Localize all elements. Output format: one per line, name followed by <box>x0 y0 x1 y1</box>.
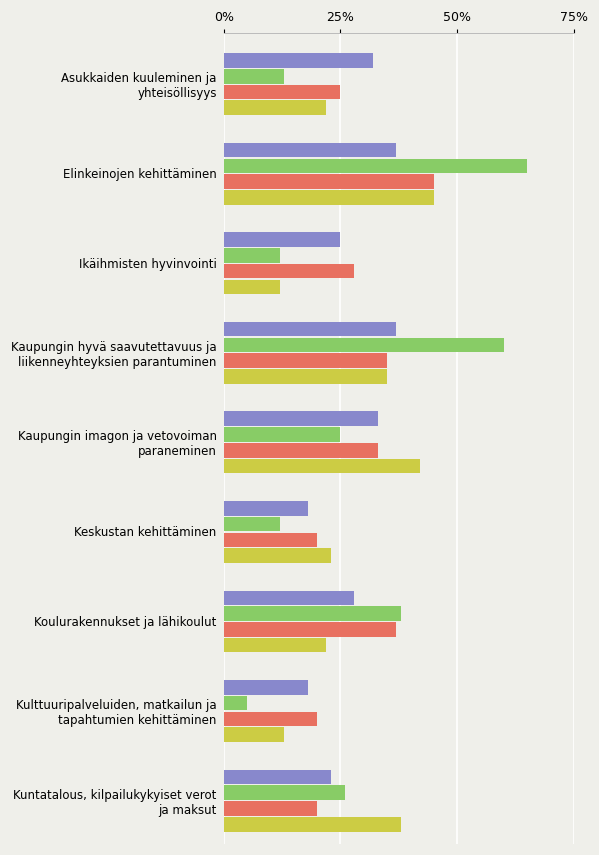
Bar <box>223 143 397 157</box>
Bar <box>223 801 317 816</box>
Bar <box>223 696 247 711</box>
Bar <box>223 158 527 174</box>
Bar <box>223 548 331 563</box>
Bar <box>223 591 355 605</box>
Bar <box>223 53 373 68</box>
Bar <box>223 85 340 99</box>
Bar <box>223 174 434 189</box>
Bar <box>223 353 387 368</box>
Bar <box>223 516 280 531</box>
Bar <box>223 638 326 652</box>
Bar <box>223 190 434 204</box>
Bar <box>223 606 401 621</box>
Bar <box>223 711 317 726</box>
Bar <box>223 443 378 457</box>
Bar <box>223 501 308 516</box>
Bar <box>223 428 340 442</box>
Bar <box>223 280 280 294</box>
Bar <box>223 338 504 352</box>
Bar <box>223 369 387 384</box>
Bar <box>223 411 378 426</box>
Bar <box>223 770 331 784</box>
Bar <box>223 101 326 115</box>
Bar <box>223 533 317 547</box>
Bar <box>223 264 355 279</box>
Bar <box>223 622 397 637</box>
Bar <box>223 786 345 800</box>
Bar <box>223 69 285 84</box>
Bar <box>223 728 285 742</box>
Bar <box>223 248 280 262</box>
Bar <box>223 680 308 695</box>
Bar <box>223 459 420 474</box>
Bar <box>223 817 401 832</box>
Bar <box>223 233 340 247</box>
Bar <box>223 321 397 337</box>
